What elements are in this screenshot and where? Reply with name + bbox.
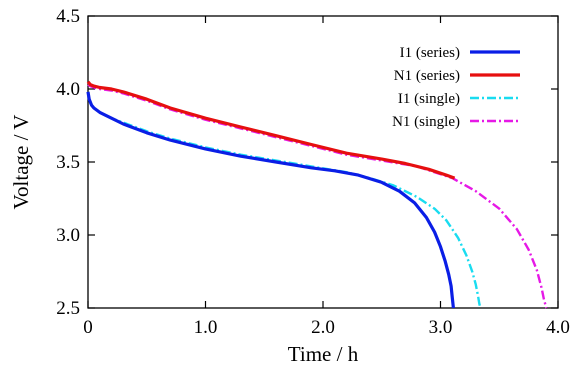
series-line <box>86 91 455 309</box>
x-tick-label: 3.0 <box>429 317 453 338</box>
y-tick-label: 3.5 <box>56 152 80 173</box>
x-axis-title: Time / h <box>288 342 359 366</box>
y-axis-title: Voltage / V <box>9 115 33 210</box>
series-line <box>87 83 548 309</box>
axis-tick-labels: 0 1.0 2.0 3.0 4.0 2.5 3.0 3.5 4.0 4.5 <box>56 6 570 338</box>
series-lines <box>86 80 548 309</box>
axis-ticks <box>87 15 559 309</box>
legend-label: I1 (single) <box>398 91 460 107</box>
legend-label: I1 (series) <box>400 45 460 61</box>
x-tick-label: 2.0 <box>311 317 335 338</box>
y-tick-label: 4.5 <box>56 6 80 27</box>
x-tick-label: 4.0 <box>546 317 570 338</box>
x-tick-label: 1.0 <box>194 317 218 338</box>
y-tick-label: 4.0 <box>56 79 80 100</box>
x-tick-label: 0 <box>83 317 93 338</box>
plot-frame <box>87 15 559 309</box>
legend: I1 (series) N1 (series) I1 (single) N1 (sin… <box>392 45 520 130</box>
legend-label: N1 (single) <box>392 114 460 130</box>
series-line <box>86 80 456 180</box>
legend-label: N1 (series) <box>394 68 460 84</box>
y-tick-label: 3.0 <box>56 225 80 246</box>
y-tick-label: 2.5 <box>56 298 80 319</box>
